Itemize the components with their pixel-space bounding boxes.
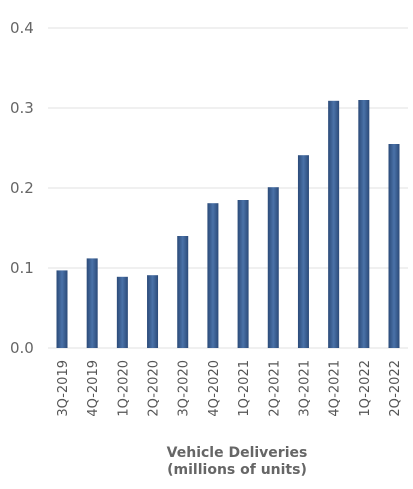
x-tick-label: 3Q-2020 bbox=[177, 360, 192, 417]
bars bbox=[56, 100, 400, 348]
x-tick-label: 2Q-2021 bbox=[267, 360, 282, 417]
bar-3Q-2021 bbox=[297, 155, 309, 348]
x-tick-label: 4Q-2020 bbox=[207, 360, 222, 417]
x-tick-label: 3Q-2021 bbox=[297, 360, 312, 417]
bar-2Q-2020 bbox=[147, 275, 159, 348]
bar-1Q-2022 bbox=[358, 100, 370, 348]
x-tick-label: 1Q-2020 bbox=[116, 360, 131, 417]
x-tick-label: 1Q-2021 bbox=[237, 360, 252, 417]
bar-2Q-2022 bbox=[388, 144, 400, 348]
x-axis-label-line-2: (millions of units) bbox=[167, 462, 307, 478]
x-tick-label: 3Q-2019 bbox=[56, 360, 71, 417]
x-axis-ticks: 3Q-2019 4Q-2019 1Q-2020 2Q-2020 3Q-2020 4Q-20… bbox=[56, 360, 403, 417]
y-tick-label: 0.4 bbox=[10, 19, 34, 37]
y-tick-label: 0.3 bbox=[10, 99, 34, 117]
bar-4Q-2019 bbox=[86, 258, 98, 348]
bar-2Q-2021 bbox=[267, 187, 279, 348]
bar-4Q-2021 bbox=[328, 100, 340, 348]
bar-3Q-2020 bbox=[177, 236, 189, 348]
bar-1Q-2021 bbox=[237, 200, 249, 348]
x-tick-label: 1Q-2022 bbox=[358, 360, 373, 417]
x-tick-label: 2Q-2020 bbox=[147, 360, 162, 417]
y-tick-label: 0.0 bbox=[10, 339, 34, 357]
x-tick-label: 4Q-2019 bbox=[86, 360, 101, 417]
y-axis-ticks: 0.0 0.1 0.2 0.3 0.4 bbox=[10, 19, 34, 357]
y-tick-label: 0.2 bbox=[10, 179, 34, 197]
y-tick-label: 0.1 bbox=[10, 259, 34, 277]
bar-1Q-2020 bbox=[116, 276, 128, 348]
bar-3Q-2019 bbox=[56, 270, 68, 348]
x-axis-label-line-1: Vehicle Deliveries bbox=[167, 445, 308, 461]
x-tick-label: 4Q-2021 bbox=[328, 360, 343, 417]
x-tick-label: 2Q-2022 bbox=[388, 360, 403, 417]
gridlines bbox=[48, 27, 408, 349]
bar-4Q-2020 bbox=[207, 203, 219, 348]
